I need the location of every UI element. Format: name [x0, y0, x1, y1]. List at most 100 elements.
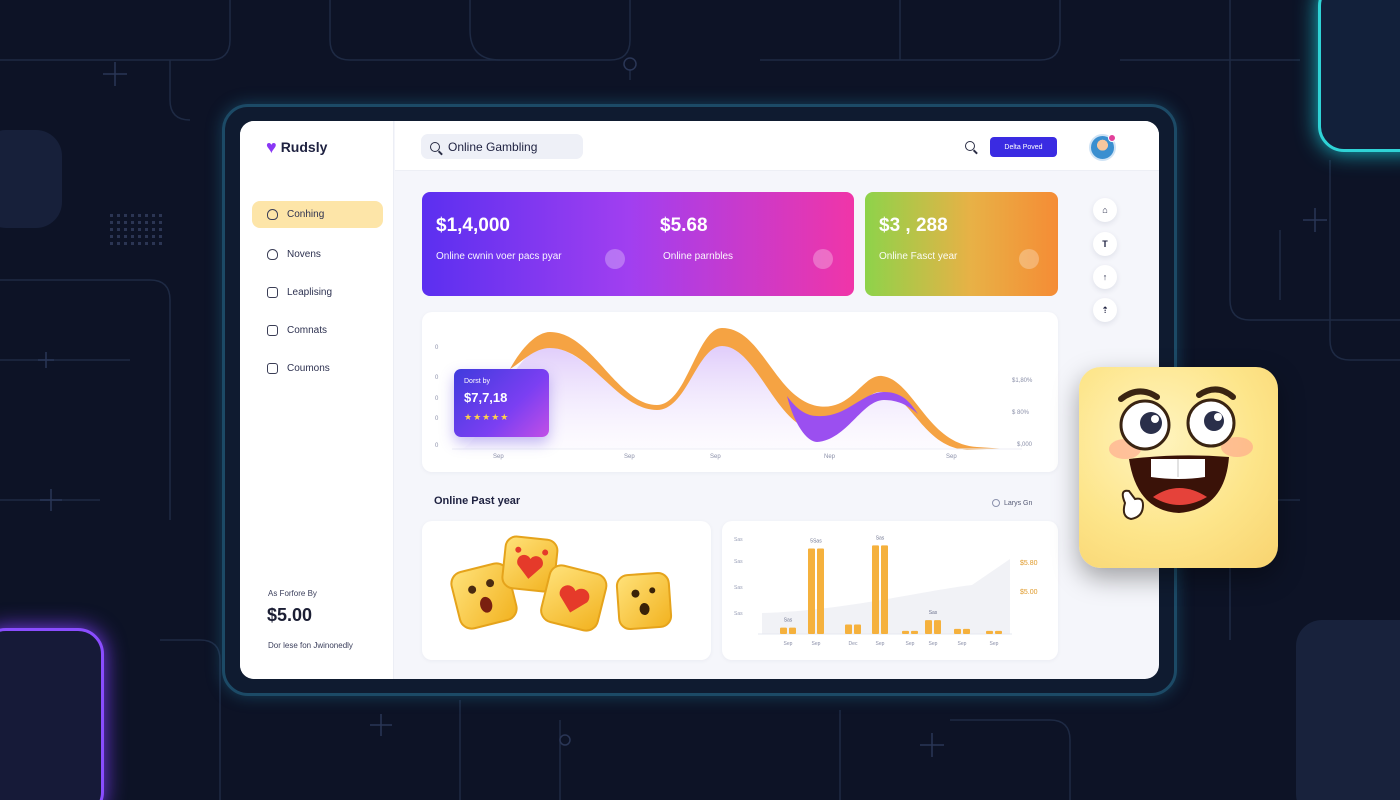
home-icon: ⌂ [1102, 205, 1108, 215]
bar [872, 545, 879, 634]
stack-icon [267, 287, 278, 298]
glow-tile-purple [0, 628, 104, 800]
y-tick-left: 0 [435, 443, 439, 449]
rating-stars: ★★★★★ [464, 412, 510, 422]
bar [911, 630, 918, 634]
right-value-label: $5.00 [1020, 589, 1038, 596]
stat-value: $5.68 [660, 215, 708, 236]
y-tick-label: Sas [734, 611, 743, 617]
brand-name: Rudsly [280, 139, 328, 155]
search-icon[interactable] [965, 141, 975, 151]
sidebar-item-label: Conhing [287, 209, 325, 220]
avatar[interactable] [1089, 134, 1116, 161]
top-bar: Delta Poved [395, 121, 1159, 171]
home-action-button[interactable]: ⌂ [1093, 198, 1117, 222]
y-tick-right: $,000 [1017, 442, 1033, 448]
data-label: Sas [876, 535, 885, 541]
section-title: Online Past year [434, 495, 521, 507]
sidebar-item-leaplising[interactable]: Leaplising [252, 279, 383, 306]
dice-panel [422, 521, 711, 660]
dashboard-window: ♥ Rudsly Conhing Novens Leaplising Comna… [240, 121, 1159, 679]
x-tick-label: Sep [876, 641, 885, 647]
stat-label: Online Fasct year [879, 251, 958, 262]
stat-value: $3 , 288 [879, 215, 948, 236]
x-tick: Sep [946, 454, 957, 460]
area-fill [462, 337, 1007, 449]
y-tick-left: 0 [435, 345, 439, 351]
stat-dot-icon[interactable] [813, 249, 833, 269]
bag-icon [267, 363, 278, 374]
tooltip-value: $7,7,18 [464, 390, 508, 405]
x-tick-label: Sep [784, 641, 793, 647]
bar [780, 627, 787, 634]
x-tick-label: Sep [812, 641, 821, 647]
y-tick-label: Sas [734, 537, 743, 543]
heart-icon: ♥ [266, 137, 277, 157]
y-tick-left: 0 [435, 396, 439, 402]
die-face-heart [540, 564, 608, 632]
filter-action-button[interactable]: T [1093, 232, 1117, 256]
data-label: Sas [784, 618, 793, 624]
stat-dot-icon[interactable] [1019, 249, 1039, 269]
sidebar-item-coumons[interactable]: Coumons [252, 355, 383, 382]
x-tick: Sep [710, 454, 721, 460]
sidebar: ♥ Rudsly Conhing Novens Leaplising Comna… [240, 121, 394, 679]
x-tick: Sep [624, 454, 635, 460]
x-tick: Nep [824, 454, 836, 460]
sidebar-item-label: Coumons [287, 363, 330, 374]
legend-dot-icon [992, 499, 1000, 507]
up-action-button[interactable]: ↑ [1093, 265, 1117, 289]
orange-series [510, 328, 1007, 450]
footer-note[interactable]: Dor lese fon Jwinonedly [268, 641, 353, 650]
bar [995, 630, 1002, 634]
search-box[interactable] [421, 134, 583, 159]
emoji-dice-illustration [450, 535, 673, 632]
y-tick-label: Sas [734, 585, 743, 591]
sidebar-item-label: Novens [287, 249, 321, 260]
x-tick-label: Sep [958, 641, 967, 647]
stat-card-gradient[interactable]: $1,4,000 Online cwnin voer pacs pyar $5.… [422, 192, 854, 296]
right-value-label: $5.80 [1020, 560, 1038, 567]
header-action-button[interactable]: Delta Poved [990, 137, 1057, 157]
sidebar-item-comnats[interactable]: Comnats [252, 317, 383, 344]
tooltip-label: Dorst by [464, 378, 491, 385]
area-chart [452, 328, 1022, 450]
stat-value: $1,4,000 [436, 215, 510, 236]
y-tick-right: $ 80% [1012, 410, 1030, 416]
x-tick-label: Sep [990, 641, 999, 647]
y-tick-left: 0 [435, 416, 439, 422]
y-tick-label: Sas [734, 559, 743, 565]
x-tick: Sep [493, 454, 504, 460]
bar [934, 620, 941, 634]
upload-icon: ⇡ [1101, 304, 1109, 315]
laughing-face-icon [1109, 386, 1253, 521]
bar [817, 548, 824, 634]
sidebar-item-novens[interactable]: Novens [252, 241, 383, 268]
y-tick-left: 0 [435, 375, 439, 381]
search-input[interactable] [448, 139, 578, 154]
x-tick-label: Sep [906, 641, 915, 647]
bar [902, 630, 909, 634]
footer-caption: As Forfore By [268, 589, 317, 598]
stat-label: Online parnbles [663, 251, 734, 262]
stat-dot-icon[interactable] [605, 249, 625, 269]
sidebar-item-conhing[interactable]: Conhing [252, 201, 383, 228]
bar [881, 545, 888, 634]
brand-logo[interactable]: ♥ Rudsly [266, 138, 327, 156]
decor-tile [1296, 620, 1400, 800]
legend-label: Larys Gn [1004, 499, 1033, 507]
bar [954, 628, 961, 634]
bar-chart: Sas Sas Sas Sas Sas Sep 5Sas Sep Dec Sas Sep Sep Sas… [734, 535, 1038, 647]
emoji-mascot [1079, 367, 1278, 568]
area-chart-panel: 0 0 0 0 0 $1,80% $ 80% $,000 Sep Sep Sep… [422, 312, 1058, 472]
filter-icon: T [1102, 239, 1108, 249]
upload-action-button[interactable]: ⇡ [1093, 298, 1117, 322]
die-face-surprised [450, 562, 518, 630]
stat-card-green[interactable]: $3 , 288 Online Fasct year [865, 192, 1058, 296]
home-icon [267, 209, 278, 220]
stat-label: Online cwnin voer pacs pyar [436, 251, 562, 262]
camera-icon [267, 325, 278, 336]
y-tick-right: $1,80% [1012, 378, 1033, 384]
decor-tile [0, 130, 62, 228]
legend[interactable]: Larys Gn [992, 499, 1032, 507]
